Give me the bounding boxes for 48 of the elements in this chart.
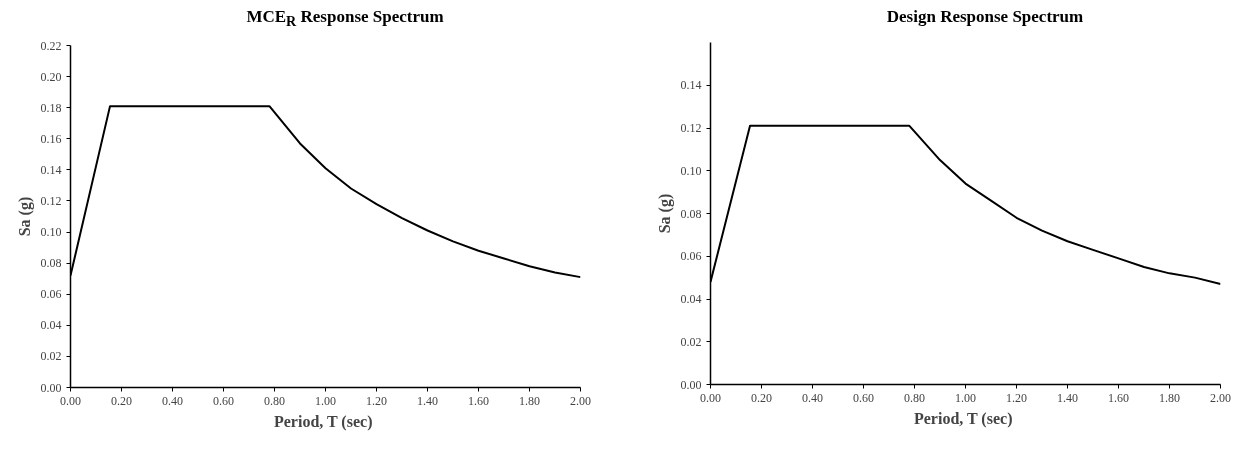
y-tick-label: 0.12 <box>40 193 62 208</box>
y-tick-label: 0.02 <box>680 335 702 350</box>
y-tick-label: 0.20 <box>40 69 62 84</box>
y-tick-label: 0.22 <box>40 38 62 53</box>
y-tick-label: 0.12 <box>680 121 702 136</box>
y-tick-label: 0.18 <box>40 100 62 115</box>
x-tick-label: 1.20 <box>1006 390 1027 405</box>
y-tick-label: 0.06 <box>680 249 702 264</box>
y-tick-label: 0.02 <box>40 349 62 364</box>
x-axis-title: Period, T (sec) <box>913 409 1013 428</box>
x-tick-label: 1.40 <box>417 393 438 408</box>
x-tick-label: 0.40 <box>162 393 183 408</box>
y-tick-label: 0.00 <box>680 377 702 392</box>
x-tick-label: 1.60 <box>1108 390 1129 405</box>
y-tick-label: 0.10 <box>680 164 702 179</box>
x-tick-label: 1.80 <box>519 393 540 408</box>
x-tick-label: 0.20 <box>111 393 132 408</box>
y-tick-label: 0.14 <box>680 78 702 93</box>
x-tick-label: 1.40 <box>1057 390 1078 405</box>
x-tick-label: 1.20 <box>366 393 387 408</box>
y-tick-label: 0.04 <box>40 317 62 332</box>
x-tick-label: 1.00 <box>955 390 976 405</box>
y-tick-label: 0.10 <box>40 224 62 239</box>
y-tick-label: 0.08 <box>40 255 62 270</box>
x-tick-label: 0.00 <box>700 390 721 405</box>
chart-title: MCE$_{R}$ Response Spectrum <box>246 6 444 32</box>
x-tick-label: 0.20 <box>751 390 772 405</box>
x-tick-label: 0.60 <box>853 390 874 405</box>
x-tick-label: 2.00 <box>1210 390 1231 405</box>
chart-title: Design Response Spectrum <box>886 6 1084 28</box>
y-tick-label: 0.14 <box>40 162 62 177</box>
y-tick-label: 0.06 <box>40 286 62 301</box>
y-axis-title: Sa (g) <box>15 196 34 236</box>
x-axis-title: Period, T (sec) <box>273 412 373 431</box>
y-tick-label: 0.04 <box>680 292 702 307</box>
x-tick-label: 0.40 <box>802 390 823 405</box>
x-tick-label: 0.60 <box>213 393 234 408</box>
x-tick-label: 1.00 <box>315 393 336 408</box>
x-tick-label: 1.60 <box>468 393 489 408</box>
y-tick-label: 0.08 <box>680 206 702 221</box>
y-tick-label: 0.00 <box>40 380 62 395</box>
y-axis-title: Sa (g) <box>655 194 674 234</box>
x-tick-label: 2.00 <box>570 393 591 408</box>
y-tick-label: 0.16 <box>40 131 62 146</box>
x-tick-label: 0.80 <box>264 393 285 408</box>
x-tick-label: 0.80 <box>904 390 925 405</box>
x-tick-label: 0.00 <box>60 393 81 408</box>
x-tick-label: 1.80 <box>1159 390 1180 405</box>
